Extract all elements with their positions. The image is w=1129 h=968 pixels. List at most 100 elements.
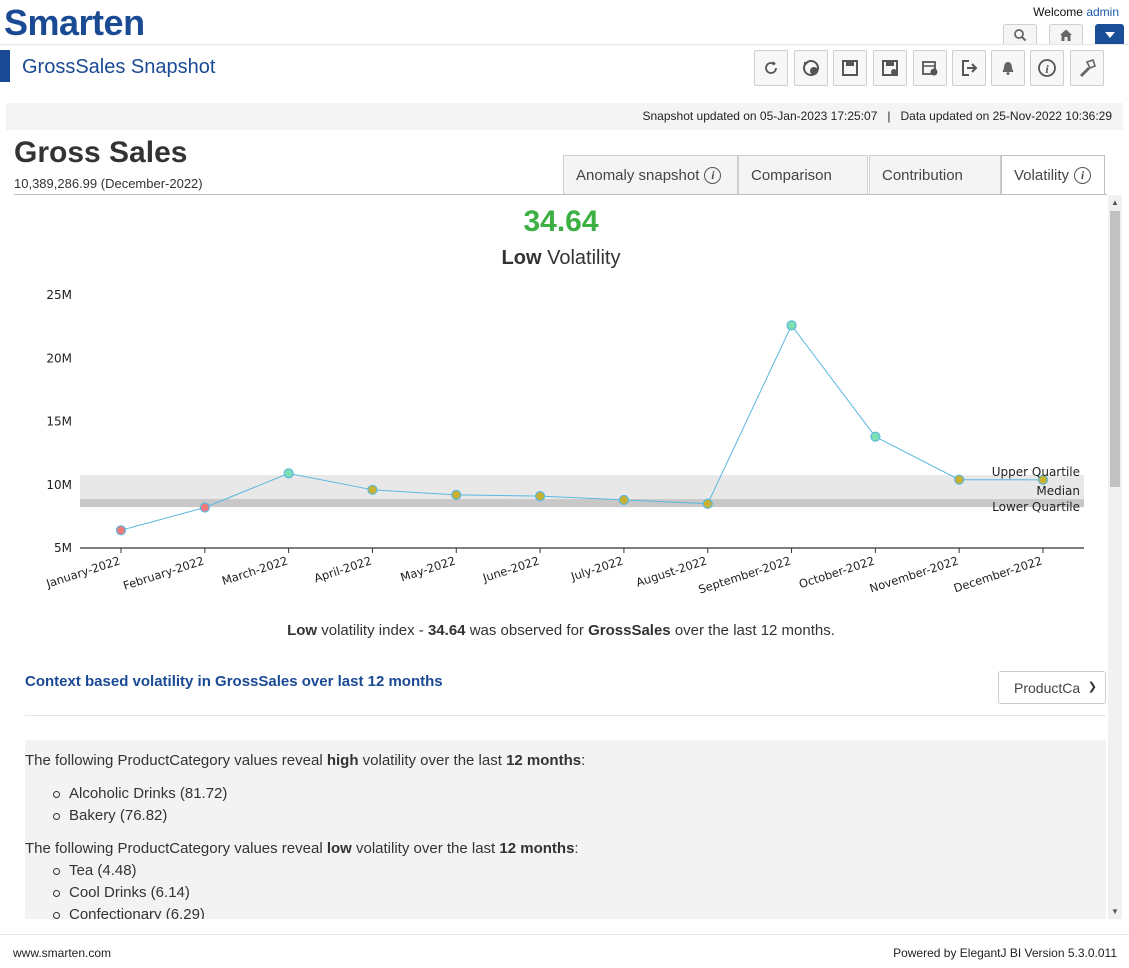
x-tick-label: May-2022 xyxy=(399,554,458,585)
note-level: Low xyxy=(287,622,318,639)
x-tick-label: July-2022 xyxy=(568,554,625,584)
note-end: over the last 12 months. xyxy=(674,622,835,639)
intro-mid: volatility over the last xyxy=(362,752,502,769)
list-item: Bakery (76.82) xyxy=(52,807,227,829)
x-tick-label: March-2022 xyxy=(220,554,289,588)
calendar-icon xyxy=(922,61,938,76)
data-point xyxy=(954,474,965,485)
tab-label: Volatility xyxy=(1014,167,1070,184)
high-volatility-list: Alcoholic Drinks (81.72) Bakery (76.82) xyxy=(52,785,227,829)
bell-icon xyxy=(1002,62,1014,75)
volatility-panel: 34.64 Low Volatility 25M 20M 15M 10M 5M Janu… xyxy=(14,195,1108,919)
status-bar: Snapshot updated on 05-Jan-2023 17:25:07… xyxy=(6,103,1123,130)
smarten-logo: Smarten xyxy=(4,2,145,43)
tab-label: Anomaly snapshot xyxy=(576,166,700,184)
low-volatility-intro: The following ProductCategory values rev… xyxy=(25,840,579,857)
vertical-scrollbar[interactable]: ▲ ▼ xyxy=(1108,195,1122,919)
note-mid: volatility index - xyxy=(321,622,424,639)
x-tick-label: June-2022 xyxy=(480,554,541,586)
context-title: Context based volatility in GrossSales o… xyxy=(25,673,443,690)
note-index: 34.64 xyxy=(427,622,466,639)
volatility-note: Low volatility index - 34.64 was observe… xyxy=(14,622,1108,639)
y-tick-label: 15M xyxy=(46,415,72,429)
svg-text:i: i xyxy=(1045,62,1049,76)
snapshot-title: GrossSales Snapshot xyxy=(22,56,216,78)
y-tick-label: 5M xyxy=(54,541,72,555)
save-as-button[interactable] xyxy=(873,50,907,86)
data-point xyxy=(786,320,797,331)
low-word: low xyxy=(326,840,352,857)
tab-comparison[interactable]: Comparison xyxy=(738,155,868,194)
tab-contribution[interactable]: Contribution xyxy=(869,155,1001,194)
tab-label: Contribution xyxy=(882,166,963,184)
lower-quartile-band xyxy=(80,499,1084,508)
measure-subtitle: 10,389,286.99 (December-2022) xyxy=(14,176,203,191)
tab-anomaly-snapshot[interactable]: Anomaly snapshot i xyxy=(563,155,738,194)
list-item: Tea (4.48) xyxy=(53,862,205,884)
scroll-up-arrow-icon[interactable]: ▲ xyxy=(1111,198,1119,207)
volatility-line-chart: 25M 20M 15M 10M 5M January-2022 February-2022… xyxy=(44,288,1084,597)
home-icon xyxy=(1060,29,1072,41)
lower-quartile-label: Lower Quartile xyxy=(992,500,1080,514)
high-word: high xyxy=(326,752,359,769)
x-tick-label: April-2022 xyxy=(312,554,373,586)
data-point xyxy=(115,525,127,536)
footer-site-link[interactable]: www.smarten.com xyxy=(13,946,112,960)
chevron-down-icon: ❯ xyxy=(1087,681,1097,693)
intro-mid: volatility over the last xyxy=(356,840,496,857)
dimension-select[interactable]: ProductCa ❯ xyxy=(998,671,1106,704)
x-tick-label: November-2022 xyxy=(868,554,960,596)
volatility-index: 34.64 xyxy=(523,205,599,238)
data-updated: Data updated on 25-Nov-2022 10:36:29 xyxy=(900,109,1113,123)
scroll-down-arrow-icon[interactable]: ▼ xyxy=(1111,907,1119,916)
x-tick-label: December-2022 xyxy=(952,554,1044,596)
volatility-level: Low Volatility xyxy=(14,247,1108,270)
footer: www.smarten.com Powered by ElegantJ BI V… xyxy=(0,934,1129,968)
title-accent-bar xyxy=(0,50,10,82)
user-name[interactable]: admin xyxy=(1086,5,1119,19)
median-quartile-label: Median xyxy=(1036,484,1080,498)
save-as-icon xyxy=(882,60,898,76)
save-icon xyxy=(842,60,858,76)
tab-label: Comparison xyxy=(751,166,832,184)
reset-button[interactable] xyxy=(794,50,828,86)
save-button[interactable] xyxy=(833,50,867,86)
intro-text: The following ProductCategory values rev… xyxy=(25,752,323,769)
caret-down-icon xyxy=(1104,31,1115,38)
volatility-level-suffix: Volatility xyxy=(547,247,621,269)
reset-icon xyxy=(803,60,819,76)
home-button[interactable] xyxy=(1049,24,1083,44)
info-icon[interactable]: i xyxy=(704,166,722,184)
data-point xyxy=(283,468,294,479)
refresh-icon xyxy=(765,61,777,74)
gross-sales-series-line xyxy=(120,324,1044,531)
x-tick-label: February-2022 xyxy=(121,554,205,593)
months-text: 12 months xyxy=(499,840,575,857)
refresh-button[interactable] xyxy=(754,50,788,86)
dimension-select-value: ProductCa xyxy=(1014,680,1081,696)
info-button[interactable]: i xyxy=(1030,50,1064,86)
exit-icon xyxy=(962,60,978,76)
intro-text: The following ProductCategory values rev… xyxy=(25,840,323,857)
data-point xyxy=(199,502,210,513)
menu-dropdown-button[interactable] xyxy=(1095,24,1124,44)
measure-title: Gross Sales xyxy=(14,136,188,169)
exit-button[interactable] xyxy=(952,50,986,86)
data-point xyxy=(702,498,713,509)
tab-volatility[interactable]: Volatility i xyxy=(1001,155,1105,195)
search-button[interactable] xyxy=(1003,24,1037,44)
tools-icon xyxy=(1080,58,1096,77)
context-results: The following ProductCategory values rev… xyxy=(25,740,1106,919)
tools-button[interactable] xyxy=(1070,50,1104,86)
alert-button[interactable] xyxy=(991,50,1025,86)
y-tick-label: 25M xyxy=(46,288,72,302)
info-icon[interactable]: i xyxy=(1074,167,1092,184)
note-mid2: was observed for xyxy=(469,622,584,639)
high-volatility-intro: The following ProductCategory values rev… xyxy=(25,752,585,769)
scrollbar-thumb[interactable] xyxy=(1110,211,1120,487)
schedule-button[interactable] xyxy=(913,50,947,86)
welcome-text: Welcome admin xyxy=(1033,5,1119,19)
divider xyxy=(25,715,1106,716)
y-tick-label: 10M xyxy=(46,478,72,492)
welcome-prefix: Welcome xyxy=(1033,5,1083,19)
